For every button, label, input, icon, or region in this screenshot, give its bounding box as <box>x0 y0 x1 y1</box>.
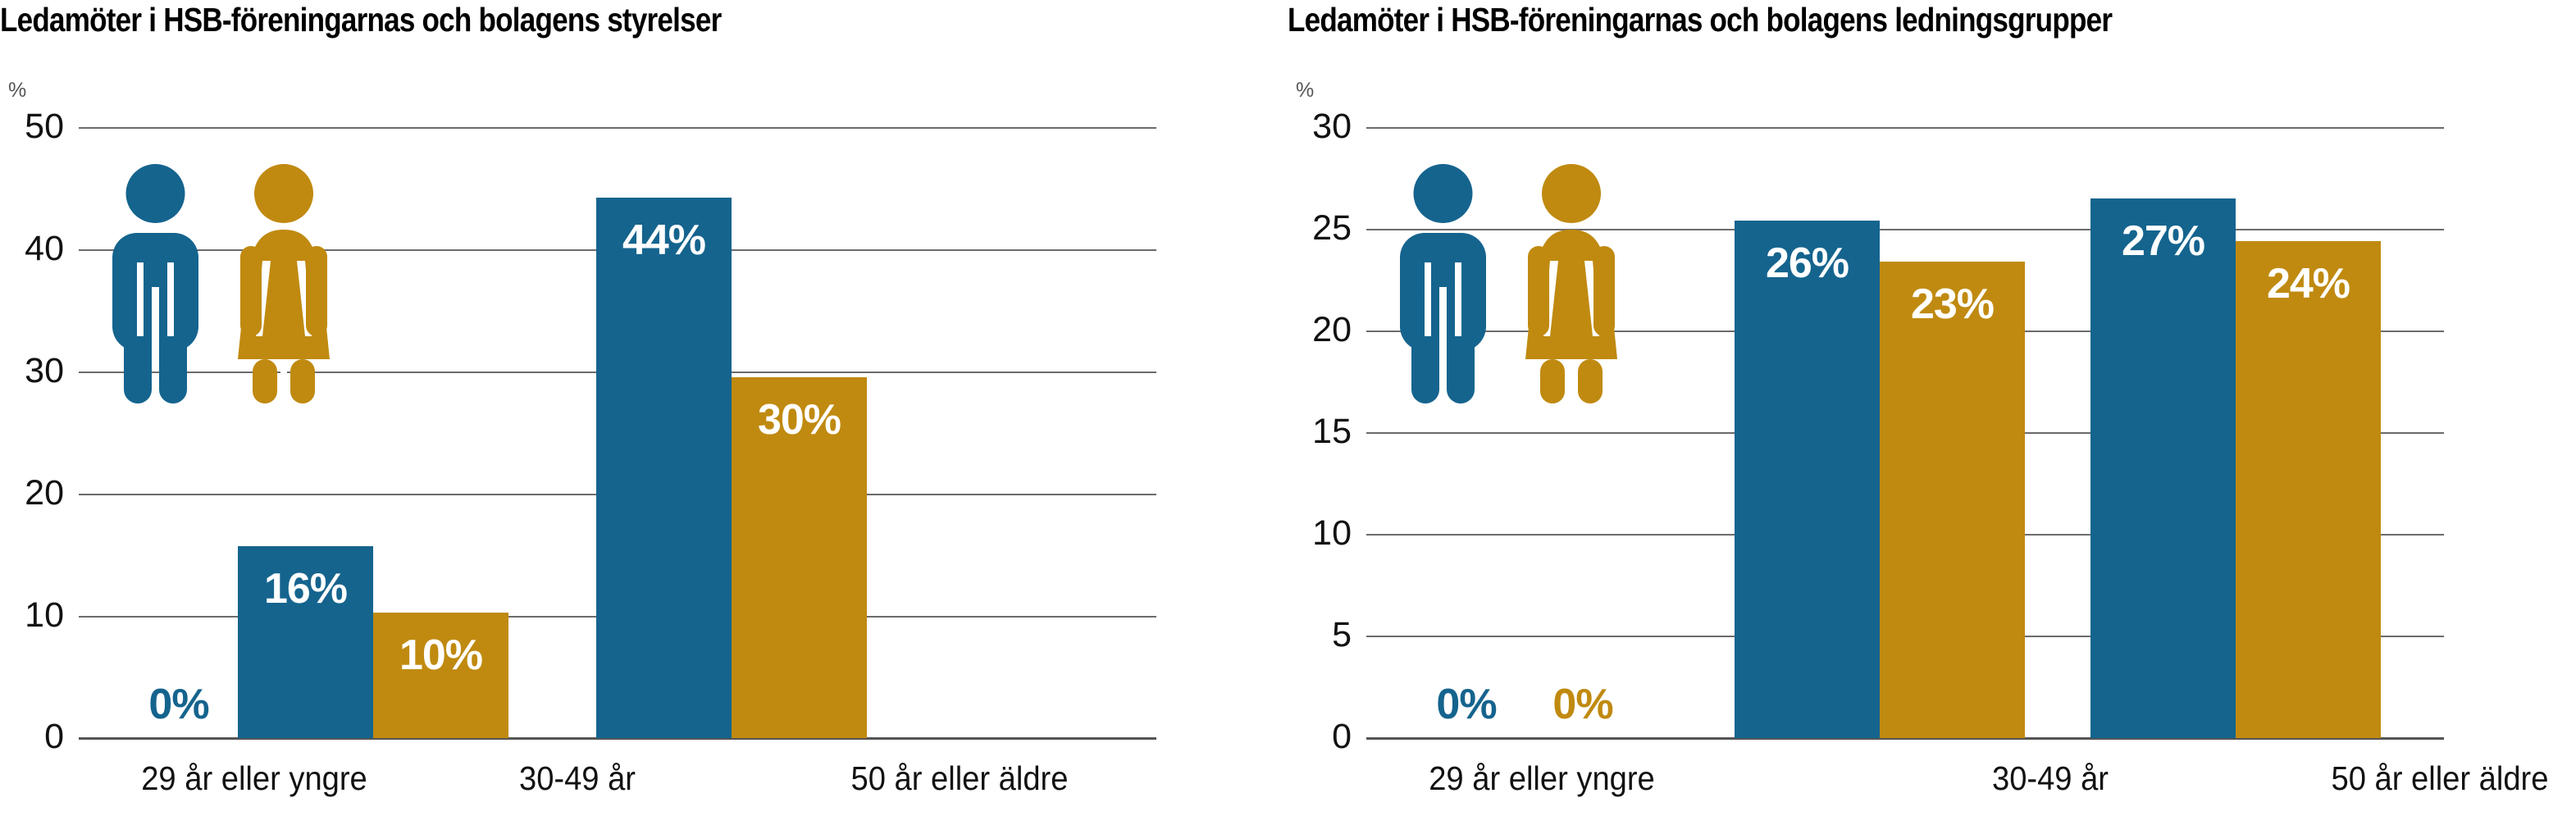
axis-baseline-right <box>1366 737 2444 740</box>
bar-female-group2-right: 23% <box>1880 262 2025 738</box>
plot-area-ledningsgrupper: % 30 25 20 15 10 5 0 <box>1288 0 2576 816</box>
bar-female-group2: 10% <box>373 613 508 738</box>
category-label-1-right: 29 år eller yngre <box>1429 759 1655 797</box>
category-label-1: 29 år eller yngre <box>141 759 367 797</box>
y-axis-unit-label-right: % <box>1296 79 1315 102</box>
bar-label-male-group2-right: 26% <box>1765 239 1849 287</box>
category-label-2-right: 30-49 år <box>1991 759 2109 797</box>
ytick-50: 50 <box>25 107 64 146</box>
bar-label-female-group3-right: 24% <box>2266 260 2350 308</box>
bar-male-group3: 44% <box>596 198 732 738</box>
bar-label-female-group2-right: 23% <box>1910 280 1995 328</box>
ytick-0-right: 0 <box>1332 717 1352 756</box>
chart-panel-ledningsgrupper: Ledamöter i HSB-föreningarnas och bolage… <box>1288 0 2576 816</box>
man-pictogram <box>112 164 198 403</box>
ytick-20: 20 <box>25 473 64 513</box>
woman-pictogram <box>238 164 330 403</box>
chart-title-styrelser: Ledamöter i HSB-föreningarnas och bolage… <box>0 1 722 39</box>
gridline-50 <box>79 127 1156 129</box>
ytick-40: 40 <box>25 229 64 268</box>
bar-label-male-group3: 44% <box>622 217 706 264</box>
bar-label-female-group1-right: 0% <box>1552 681 1613 728</box>
ytick-5-right: 5 <box>1332 615 1352 654</box>
chart-panel-styrelser: Ledamöter i HSB-föreningarnas och bolage… <box>0 1 1156 797</box>
bar-label-male-group2: 16% <box>263 565 348 613</box>
bar-female-group3: 30% <box>732 377 867 738</box>
ytick-30: 30 <box>25 351 64 390</box>
category-label-3-right: 50 år eller äldre <box>2331 759 2549 797</box>
ytick-10: 10 <box>25 595 64 635</box>
bar-label-female-group3: 30% <box>757 396 841 444</box>
category-label-2: 30-49 år <box>518 759 636 797</box>
chart-title-ledningsgrupper: Ledamöter i HSB-föreningarnas och bolage… <box>1288 1 2113 39</box>
woman-pictogram-right <box>1525 164 1617 403</box>
ytick-20-right: 20 <box>1312 310 1352 349</box>
axis-baseline <box>79 737 1156 740</box>
ytick-25-right: 25 <box>1312 208 1352 248</box>
bar-label-male-group1: 0% <box>148 681 209 728</box>
plot-area-styrelser: % 50 40 30 20 10 0 <box>8 79 1156 797</box>
bar-label-male-group3-right: 27% <box>2121 217 2205 265</box>
gridline-25-right <box>1366 229 2444 230</box>
man-pictogram-right <box>1400 164 1486 403</box>
bar-male-group3-right: 27% <box>2090 198 2236 738</box>
y-axis-unit-label: % <box>8 79 27 102</box>
bar-female-group3-right: 24% <box>2236 241 2381 738</box>
bar-label-female-group2: 10% <box>399 631 483 679</box>
ytick-30-right: 30 <box>1312 107 1352 146</box>
bar-male-group2: 16% <box>238 546 373 738</box>
ytick-0: 0 <box>44 717 64 756</box>
ytick-15-right: 15 <box>1312 412 1352 451</box>
bar-label-male-group1-right: 0% <box>1436 681 1497 728</box>
bar-male-group2-right: 26% <box>1735 221 1880 738</box>
gridline-30-right <box>1366 127 2444 129</box>
category-label-3: 50 år eller äldre <box>850 759 1069 797</box>
ytick-10-right: 10 <box>1312 513 1352 553</box>
